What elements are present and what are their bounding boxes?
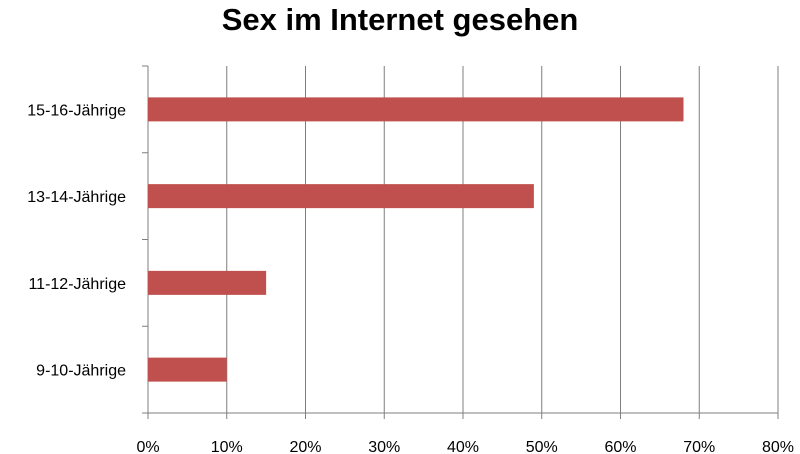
axes bbox=[142, 65, 779, 419]
x-tick-labels: 0% 10% 20% 30% 40% 50% 60% 70% 80% bbox=[136, 439, 794, 454]
x-tick-label: 70% bbox=[683, 439, 715, 454]
x-tick-label: 50% bbox=[526, 439, 558, 454]
y-tick-label: 15-16-Jährige bbox=[27, 102, 126, 119]
x-tick-label: 60% bbox=[604, 439, 636, 454]
x-tick-label: 0% bbox=[136, 439, 159, 454]
gridlines bbox=[226, 66, 779, 413]
y-tick-labels: 15-16-Jährige 13-14-Jährige 11-12-Jährige 9… bbox=[27, 102, 126, 379]
x-tick-label: 30% bbox=[368, 439, 400, 454]
y-tick-label: 11-12-Jährige bbox=[28, 276, 126, 293]
x-tick-label: 80% bbox=[762, 439, 794, 454]
bar bbox=[148, 357, 227, 382]
x-tick-label: 10% bbox=[211, 439, 243, 454]
bar bbox=[148, 270, 267, 295]
chart-title: Sex im Internet gesehen bbox=[221, 2, 579, 37]
x-tick-label: 40% bbox=[447, 439, 479, 454]
y-tick-label: 9-10-Jährige bbox=[36, 363, 126, 380]
bar bbox=[148, 184, 534, 209]
x-tick-label: 20% bbox=[289, 439, 321, 454]
bars bbox=[148, 97, 684, 382]
y-tick-label: 13-14-Jährige bbox=[27, 189, 126, 206]
bar bbox=[148, 97, 684, 122]
